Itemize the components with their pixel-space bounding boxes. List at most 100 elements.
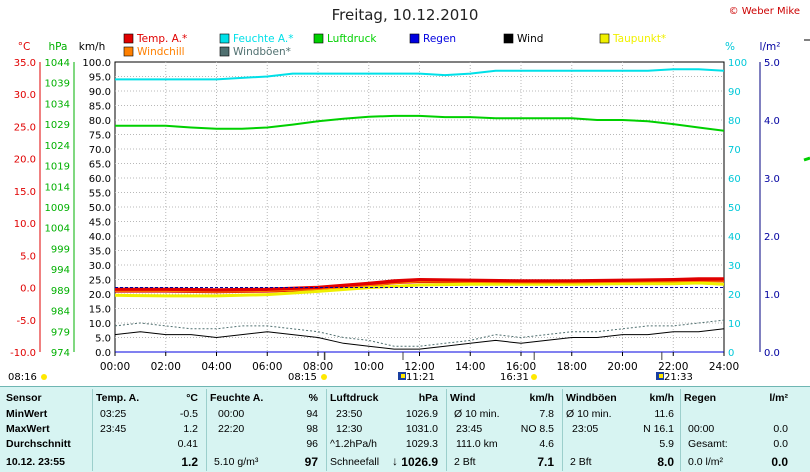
col-sensor: Sensor MinWert MaxWert Durchschnitt 10.1… (6, 387, 96, 472)
tick-label-kmh: 15.0 (89, 305, 111, 316)
tick-label-hpa: 1009 (45, 203, 70, 214)
humidity-max: 98 (306, 423, 318, 435)
temp-min: -0.5 (179, 408, 198, 420)
x-tick-label: 18:00 (557, 361, 587, 373)
sun-icon (41, 374, 47, 380)
tick-label-temp_c: 35.0 (14, 58, 36, 69)
marker-label: 08:15 (288, 372, 317, 383)
temp-avg: 0.41 (177, 438, 198, 450)
marker-label: 16:31 (500, 372, 529, 383)
tick-label-temp_c: 10.0 (14, 219, 36, 230)
tick-label-kmh: 10.0 (89, 319, 111, 330)
gusts-header: Windböen (566, 392, 617, 404)
axis-label-temp_c: °C (18, 41, 31, 53)
tick-label-pct: 40 (728, 232, 741, 243)
tick-label-kmh: 80.0 (89, 116, 111, 127)
marker-label: 11:21 (406, 372, 435, 383)
tick-label-rain: 4.0 (764, 116, 780, 127)
legend-swatch (313, 33, 324, 44)
tick-label-kmh: 55.0 (89, 189, 111, 200)
tick-label-rain: 0.0 (764, 348, 780, 359)
axis-label-kmh: km/h (79, 41, 106, 53)
series-windben (114, 319, 725, 347)
tick-label-kmh: 30.0 (89, 261, 111, 272)
tick-label-kmh: 20.0 (89, 290, 111, 301)
axis-ticks: 35.0 30.0 25.0 20.0 15.0 10.0 5.0 0.0 -5.0 -10.0 1… (10, 58, 780, 359)
legend-label: Regen (423, 33, 456, 45)
tick-label-pct: 10 (728, 319, 741, 330)
humidity-min: 94 (306, 408, 318, 420)
tick-label-hpa: 974 (51, 348, 70, 359)
wind-bft: 2 Bft (454, 456, 476, 468)
gusts-unit: km/h (649, 392, 674, 404)
legend-swatch (219, 46, 230, 57)
x-tick-label: 08:00 (303, 361, 333, 373)
legend-swatch (599, 33, 610, 44)
tick-label-kmh: 60.0 (89, 174, 111, 185)
x-tick-label: 04:00 (201, 361, 231, 373)
tick-label-hpa: 994 (51, 265, 70, 276)
chart-title: Freitag, 10.12.2010 (332, 6, 479, 24)
row-avg-label: Durchschnitt (6, 438, 71, 450)
wind-avg: 4.6 (539, 438, 554, 450)
legend-swatch (219, 33, 230, 44)
tick-label-pct: 60 (728, 174, 741, 185)
x-tick-label: 24:00 (709, 361, 739, 373)
tick-label-temp_c: -10.0 (10, 348, 36, 359)
tick-label-kmh: 25.0 (89, 276, 111, 287)
weather-chart: Freitag, 10.12.2010 © Weber Mike Temp. A… (8, 6, 810, 383)
tick-label-kmh: 85.0 (89, 102, 111, 113)
moon-icon-fill (401, 374, 405, 378)
tick-label-pct: 70 (728, 145, 741, 156)
x-tick-label: 22:00 (658, 361, 688, 373)
series-taupunkt (114, 281, 725, 298)
legend-label: Taupunkt* (612, 33, 666, 45)
rain-total-label: Gesamt: (688, 438, 728, 450)
tick-label-rain: 3.0 (764, 174, 780, 185)
legend-label: Wind (517, 33, 543, 45)
tick-label-hpa: 999 (51, 244, 70, 255)
x-tick-label: 20:00 (607, 361, 637, 373)
marker-label: 08:16 (8, 372, 37, 383)
tick-label-temp_c: 25.0 (14, 122, 36, 133)
series-luftdruck (115, 114, 725, 132)
sun-icon (321, 374, 327, 380)
legend-swatch (123, 46, 134, 57)
legend-label: Windböen* (233, 46, 291, 58)
temp-current: 1.2 (181, 455, 198, 469)
axis-label-hpa: hPa (49, 41, 68, 53)
x-tick-label: 06:00 (252, 361, 282, 373)
tick-label-hpa: 984 (51, 307, 70, 318)
axis-label-pct: % (725, 41, 735, 53)
wind-avg10-label: Ø 10 min. (454, 408, 500, 420)
legend-label: Feuchte A.* (233, 33, 294, 45)
tick-label-kmh: 95.0 (89, 73, 111, 84)
humidity-min-time: 00:00 (218, 408, 245, 420)
legend: Temp. A.* Feuchte A.* Luftdruck Regen Wind Ta… (123, 33, 666, 58)
sun-icon (531, 374, 537, 380)
rain-current: 0.0 (771, 455, 788, 469)
tick-label-kmh: 45.0 (89, 218, 111, 229)
tick-label-hpa: 1044 (45, 58, 70, 69)
legend-swatch (503, 33, 514, 44)
tick-label-kmh: 90.0 (89, 87, 111, 98)
col-humidity: Feuchte A. % 00:00 94 22:20 98 96 5.10 g… (210, 387, 322, 472)
legend-label: Windchill (137, 46, 185, 58)
series-tempa (115, 277, 724, 294)
legend-swatch (123, 33, 134, 44)
pressure-min: 1026.9 (405, 408, 438, 420)
tick-label-hpa: 1034 (45, 99, 70, 110)
humidity-abs: 5.10 g/m³ (214, 456, 259, 468)
row-current-label: 10.12. 23:55 (6, 456, 65, 468)
wind-max-dir: NO 8.5 (520, 423, 554, 435)
tick-label-kmh: 65.0 (89, 160, 111, 171)
pressure-avg: 1029.3 (405, 438, 438, 450)
humidity-avg: 96 (306, 438, 318, 450)
tick-label-temp_c: 0.0 (20, 284, 36, 295)
tick-label-hpa: 1029 (45, 120, 70, 131)
tick-label-temp_c: 20.0 (14, 155, 36, 166)
wind-run: 111.0 km (456, 438, 498, 450)
rain-current-label: 0.0 l/m² (688, 456, 724, 468)
tick-label-pct: 100 (728, 58, 747, 69)
temp-min-time: 03:25 (100, 408, 127, 420)
